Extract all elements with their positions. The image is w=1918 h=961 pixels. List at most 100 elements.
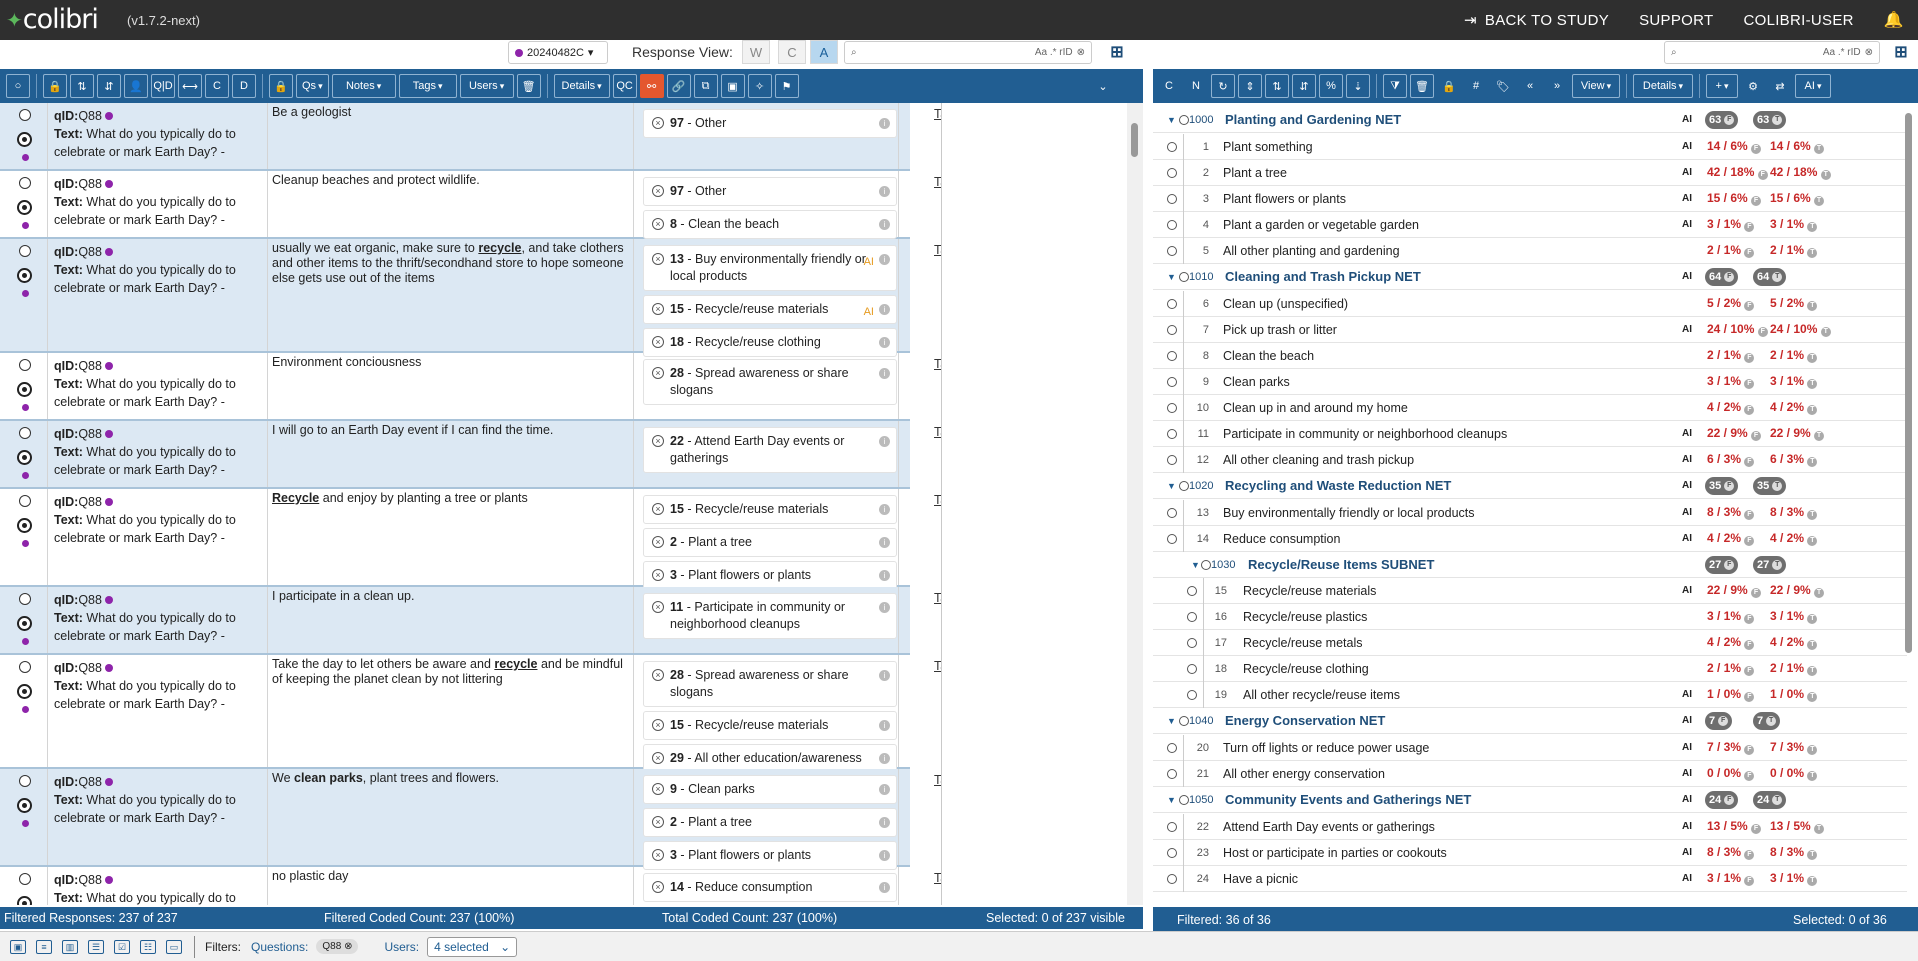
code-select-radio[interactable] [1167,245,1177,256]
codebook-code-row[interactable]: 2 Plant a tree AI 42 / 18% F 42 / 18% T [1153,160,1907,186]
tags-link[interactable]: Tags [934,871,941,885]
tags-link[interactable]: Tags [934,243,941,257]
code-select-radio[interactable] [1167,324,1177,335]
code-label[interactable]: Recycle/reuse clothing [1243,661,1369,676]
codebook-code-row[interactable]: 17 Recycle/reuse metals 4 / 2% F 4 / 2% T [1153,630,1907,656]
codebook-net-row[interactable]: ▼ 1020 Recycling and Waste Reduction NET AI… [1153,473,1907,499]
document-icon[interactable]: ≡ [36,939,52,954]
scrollbar-thumb[interactable] [1905,113,1912,653]
response-view-a[interactable]: A [810,40,838,64]
applied-code[interactable]: × 15 - Recycle/reuse materials AI i [643,295,897,324]
add-dropdown[interactable]: + [1706,74,1738,98]
response-view-c[interactable]: C [778,40,806,64]
code-label[interactable]: Recycle/reuse plastics [1243,609,1368,624]
target-icon[interactable] [17,896,32,905]
code-label[interactable]: Clean up in and around my home [1223,400,1408,415]
clear-icon[interactable]: ⊗ [1864,47,1873,58]
notes-dropdown[interactable]: Notes [331,74,396,98]
target-icon[interactable] [17,200,32,215]
code-select-radio[interactable] [1167,219,1177,230]
row-select-radio[interactable] [19,359,31,371]
code-select-radio[interactable] [1187,585,1197,596]
remove-code-icon[interactable]: × [652,569,664,581]
codebook-code-row[interactable]: 11 Participate in community or neighborho… [1153,421,1907,447]
users-filter-select[interactable]: 4 selected ⌄ [427,936,518,957]
chat-icon[interactable]: ▭ [166,939,182,954]
tags-link[interactable]: Tags [934,493,941,507]
info-icon[interactable]: i [879,254,890,265]
tags-link[interactable]: Tags [934,175,941,189]
codebook-code-row[interactable]: 23 Host or participate in parties or cook… [1153,840,1907,866]
info-icon[interactable]: i [879,882,890,893]
info-icon[interactable]: i [879,720,890,731]
remove-code-icon[interactable]: × [652,752,664,764]
code-label[interactable]: Pick up trash or litter [1223,322,1337,337]
net-select-radio[interactable] [1179,794,1189,805]
net-select-radio[interactable] [1179,480,1189,491]
response-cell[interactable]: no plastic day [268,867,634,905]
sort-desc-icon[interactable]: ⇵ [1292,74,1316,98]
sort-alpha-icon[interactable]: ⇣ [1346,74,1370,98]
net-label[interactable]: Community Events and Gatherings NET [1225,792,1472,807]
remove-code-icon[interactable]: × [652,117,664,129]
collapse-caret-icon[interactable]: ▼ [1191,559,1200,570]
applied-code[interactable]: × 18 - Recycle/reuse clothing i [643,328,897,357]
code-label[interactable]: Buy environmentally friendly or local pr… [1223,505,1475,520]
chevrons-down-icon[interactable]: ⌄ [1091,74,1115,98]
codebook-code-row[interactable]: 8 Clean the beach 2 / 1% F 2 / 1% T [1153,343,1907,369]
lock-icon[interactable]: 🔒 [1437,74,1461,98]
tags-link[interactable]: Tags [934,591,941,605]
user-menu[interactable]: COLIBRI-USER [1743,11,1854,29]
codebook-code-row[interactable]: 12 All other cleaning and trash pickup AI 6… [1153,447,1907,473]
remove-code-icon[interactable]: × [652,253,664,265]
code-label[interactable]: Recycle/reuse materials [1243,583,1377,598]
codebook-net-row[interactable]: ▼ 1050 Community Events and Gatherings NET… [1153,787,1907,813]
response-search-input[interactable]: ⌕ Aa .* rID ⊗ [844,41,1092,64]
applied-code[interactable]: × 13 - Buy environmentally friendly or l… [643,245,897,291]
support-link[interactable]: SUPPORT [1639,11,1714,29]
code-label[interactable]: Plant something [1223,139,1313,154]
qid-toggle[interactable]: Q|D [151,74,175,98]
table-row[interactable]: qID:Q88 Text: What do you typically do t… [0,353,941,421]
collapse-left-icon[interactable]: « [1518,74,1542,98]
info-icon[interactable]: i [879,817,890,828]
info-icon[interactable]: i [879,219,890,230]
collapse-caret-icon[interactable]: ▼ [1167,271,1176,282]
remove-code-icon[interactable]: × [652,849,664,861]
applied-code[interactable]: × 28 - Spread awareness or share slogans… [643,359,897,405]
row-select-radio[interactable] [19,593,31,605]
net-label[interactable]: Cleaning and Trash Pickup NET [1225,269,1421,284]
info-icon[interactable]: i [879,753,890,764]
net-select-radio[interactable] [1179,715,1189,726]
response-view-w[interactable]: W [742,40,770,64]
codebook-code-row[interactable]: 21 All other energy conservation AI 0 / 0% … [1153,761,1907,787]
target-icon[interactable] [17,518,32,533]
codebook-code-row[interactable]: 18 Recycle/reuse clothing 2 / 1% F 2 / 1% T [1153,656,1907,682]
row-select-radio[interactable] [19,427,31,439]
expand-right-icon[interactable]: » [1545,74,1569,98]
remove-code-icon[interactable]: × [652,881,664,893]
codebook-code-row[interactable]: 9 Clean parks 3 / 1% F 3 / 1% T [1153,369,1907,395]
code-select-radio[interactable] [1167,454,1177,465]
response-cell[interactable]: Take the day to let others be aware and … [268,655,634,767]
remove-code-icon[interactable]: × [652,536,664,548]
applied-code[interactable]: × 14 - Reduce consumption i [643,873,897,902]
qc-button[interactable]: QC [612,74,637,98]
remove-code-icon[interactable]: × [652,816,664,828]
applied-code[interactable]: × 29 - All other education/awareness i [643,744,897,773]
ai-sparkle-icon[interactable]: ✧ [747,74,772,98]
tags-dropdown[interactable]: Tags [398,74,457,98]
remove-code-icon[interactable]: × [652,601,664,613]
n-toggle[interactable]: N [1184,74,1208,98]
lock-icon[interactable]: 🔒 [269,74,293,98]
code-label[interactable]: Clean up (unspecified) [1223,296,1349,311]
response-cell[interactable]: I will go to an Earth Day event if I can… [268,421,634,487]
info-icon[interactable]: i [879,436,890,447]
codebook-code-row[interactable]: 20 Turn off lights or reduce power usage A… [1153,735,1907,761]
net-select-radio[interactable] [1179,271,1189,282]
excel-export-icon[interactable]: ⊞ [1110,44,1124,61]
tags-link[interactable]: Tags [934,357,941,371]
flag-icon[interactable]: ⚑ [774,74,799,98]
app-logo[interactable]: ✦ colibri [6,4,99,35]
list-icon[interactable]: ☷ [140,939,156,954]
